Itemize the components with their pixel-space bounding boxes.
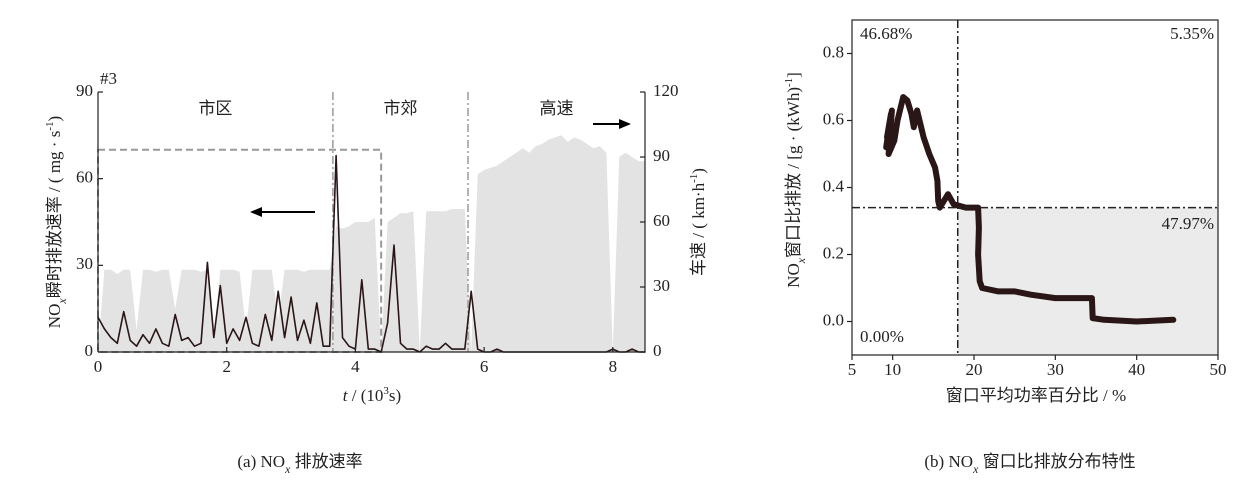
quadrant-label: 46.68% (860, 24, 912, 43)
x-tick-label: 2 (222, 357, 231, 376)
y-axis-label: NOx窗口比排放 / [g · (kWh)-1] (783, 72, 808, 288)
y-tick-label: 0 (85, 341, 94, 360)
y2-axis-label: 车速 / ( km·h-1) (688, 168, 708, 276)
region-label: 市郊 (383, 99, 417, 118)
text-part: 窗口比排放 / [g · (kWh) (784, 87, 803, 258)
y2-tick-label: 0 (653, 341, 662, 360)
y-tick-label: 0.0 (823, 310, 844, 329)
text-part: / (10 (348, 386, 384, 405)
text-part: s) (389, 386, 401, 405)
x-tick-label: 30 (1047, 360, 1064, 379)
quadrant-shade (957, 207, 1218, 355)
text-part: NO (784, 263, 803, 288)
x-tick-label: 10 (884, 360, 901, 379)
region-label: 市区 (198, 99, 232, 118)
text-part: x (284, 462, 291, 476)
x-tick-label: 20 (966, 360, 983, 379)
text-part: t (343, 386, 349, 405)
text-part: 车速 / ( km·h (689, 182, 708, 276)
region-label: 高速 (540, 99, 574, 118)
text-part: 瞬时排放速率 / ( mg · s (45, 131, 64, 299)
text-part: ) (45, 116, 64, 122)
y-axis-label: NOx瞬时排放速率 / ( mg · s-1) (44, 116, 69, 328)
quadrant-label: 47.97% (1162, 214, 1214, 233)
y-tick-label: 0.2 (823, 243, 844, 262)
y-tick-label: 0.8 (823, 42, 844, 61)
x-tick-label: 4 (351, 357, 360, 376)
direction-arrows (250, 119, 631, 217)
y-tick-label: 0.4 (823, 176, 845, 195)
arrow-head (619, 119, 631, 129)
text-part: x (55, 298, 69, 305)
y-tick-label: 0.6 (823, 109, 844, 128)
y2-tick-label: 90 (653, 146, 670, 165)
x-tick-label: 5 (848, 360, 857, 379)
x-tick-label: 50 (1210, 360, 1227, 379)
caption: (b) NOx 窗口比排放分布特性 (924, 452, 1135, 476)
line (883, 94, 1177, 325)
text-part: 3 (383, 385, 389, 397)
text-part: NO (45, 304, 64, 329)
panel-annotation: #3 (100, 69, 117, 88)
x-tick-label: 6 (480, 357, 489, 376)
y-tick-label: 30 (76, 254, 93, 273)
text-part: ] (784, 72, 803, 78)
text-part: (a) NO (237, 452, 285, 471)
y2-tick-label: 120 (653, 81, 679, 100)
text-part: -1 (44, 121, 56, 130)
arrow-head (250, 207, 262, 217)
y-tick-label: 60 (76, 168, 93, 187)
x-tick-label: 0 (94, 357, 103, 376)
text-part: 排放速率 (290, 452, 362, 471)
y-tick-label: 90 (76, 81, 93, 100)
text-part: x (794, 257, 808, 264)
text-part: 窗口比排放分布特性 (978, 452, 1135, 471)
quadrant-label: 5.35% (1170, 24, 1214, 43)
x-tick-label: 40 (1128, 360, 1145, 379)
x-tick-label: 8 (609, 357, 618, 376)
x-axis-label: 窗口平均功率百分比 / % (946, 386, 1126, 405)
y2-tick-label: 60 (653, 211, 670, 230)
quadrant-label: 0.00% (860, 327, 904, 346)
caption: (a) NOx 排放速率 (237, 452, 362, 476)
x-axis-label: t / (103s) (343, 385, 401, 405)
text-part: -1 (783, 78, 795, 87)
y2-tick-label: 30 (653, 276, 670, 295)
area (98, 135, 645, 352)
text-part: x (972, 462, 979, 476)
text-part: -1 (688, 174, 700, 183)
text-part: ) (689, 168, 708, 174)
text-part: (b) NO (924, 452, 973, 471)
